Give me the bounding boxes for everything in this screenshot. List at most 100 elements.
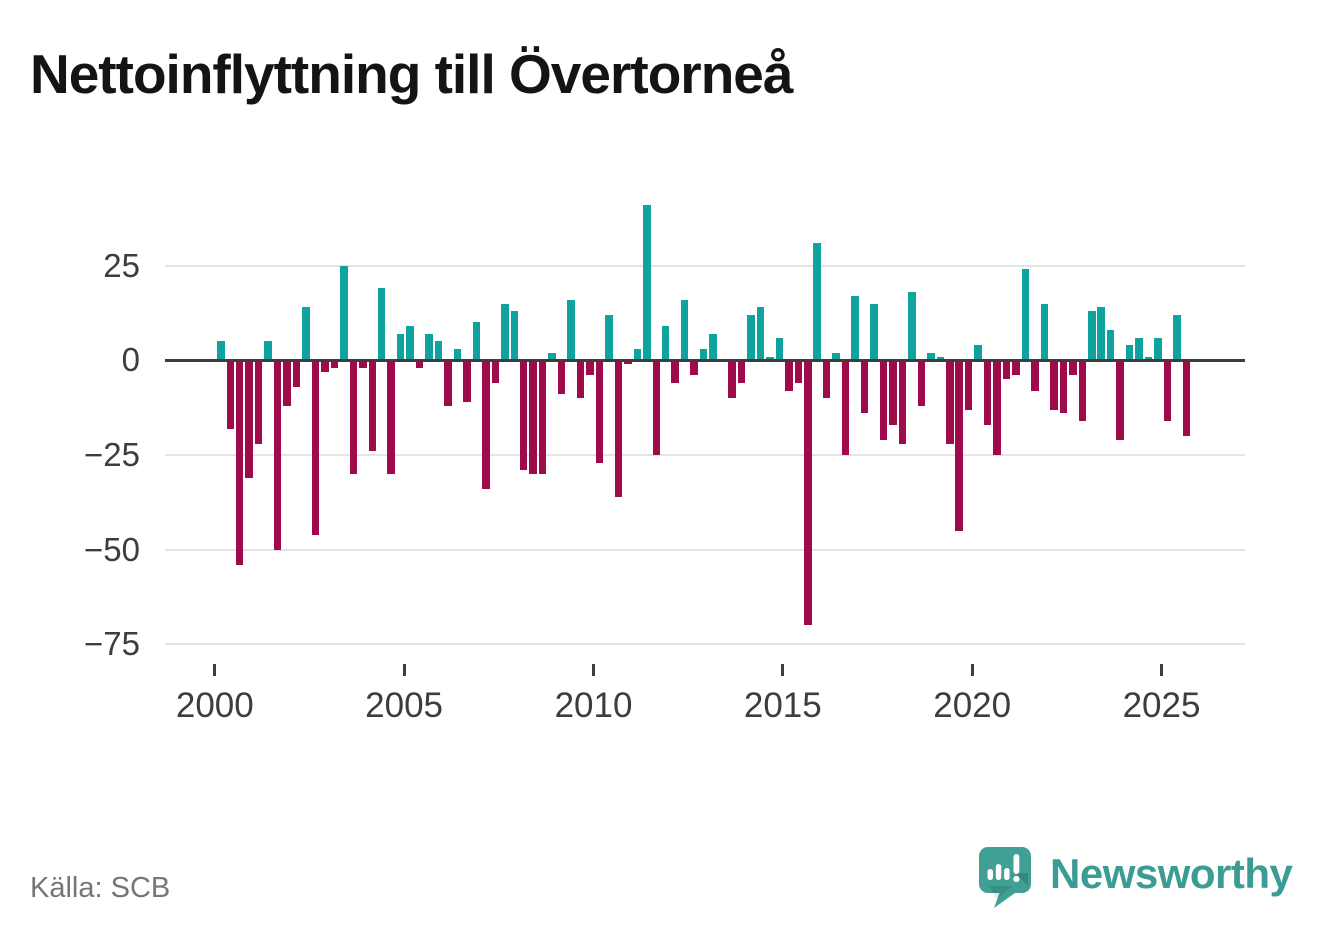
bar-2009-q3 (576, 362, 585, 399)
y-axis-label--75: −75 (84, 625, 140, 663)
bar-2011-q4 (661, 326, 670, 361)
x-tick-2005 (402, 664, 406, 676)
x-axis-label-2005: 2005 (365, 686, 444, 725)
x-axis-label-2025: 2025 (1122, 686, 1201, 725)
gridline-25 (165, 264, 1245, 267)
bar-2001-q4 (283, 362, 291, 406)
bar-2023-q2 (1097, 307, 1105, 361)
bar-2017-q4 (889, 362, 897, 425)
bar-2007-q3 (501, 303, 509, 361)
x-tick-2025 (1160, 664, 1163, 676)
newsworthy-logo (978, 846, 1034, 912)
x-tick-2020 (970, 664, 974, 676)
bar-2023-q1 (1088, 311, 1096, 361)
bar-2023-q4 (1116, 362, 1124, 440)
y-axis-label--25: −25 (84, 436, 140, 473)
bar-2024-q4 (1154, 337, 1162, 361)
bar-2004-q1 (368, 362, 377, 452)
bar-2013-q1 (709, 333, 717, 361)
bar-2006-q2 (453, 348, 462, 361)
x-axis-label-2015: 2015 (743, 686, 822, 725)
bar-2002-q1 (292, 362, 301, 387)
gridline--75 (165, 643, 1245, 646)
y-axis-label-25: 25 (103, 246, 140, 284)
bar-2004-q3 (387, 362, 395, 474)
bar-2010-q4 (624, 362, 632, 365)
bar-2008-q3 (538, 362, 547, 474)
bar-2007-q1 (482, 362, 490, 490)
bar-2019-q3 (955, 362, 963, 531)
bar-2006-q1 (444, 362, 452, 406)
bar-2009-q2 (567, 299, 575, 361)
bar-2002-q3 (311, 362, 320, 535)
bar-2003-q1 (330, 362, 339, 368)
bar-2024-q3 (1144, 356, 1153, 361)
x-axis-label-2010: 2010 (554, 686, 633, 725)
bar-2022-q1 (1050, 362, 1058, 410)
bar-2015-q2 (794, 362, 803, 383)
bar-2022-q4 (1078, 362, 1087, 421)
bar-2005-q3 (425, 333, 433, 361)
bar-2009-q1 (557, 362, 566, 395)
bar-2018-q1 (898, 362, 907, 444)
bar-2010-q2 (605, 314, 613, 361)
bar-2011-q3 (652, 362, 661, 455)
bar-2011-q1 (633, 348, 642, 361)
x-axis-label-2020: 2020 (933, 686, 1012, 725)
source-label: Källa: SCB (30, 872, 171, 904)
bar-2000-q2 (226, 362, 235, 429)
bar-2004-q2 (377, 288, 386, 361)
bar-2001-q3 (273, 362, 282, 550)
bar-2008-q2 (529, 362, 537, 474)
bar-2006-q4 (472, 322, 481, 361)
bar-2007-q4 (510, 311, 519, 361)
bar-2005-q1 (406, 326, 414, 361)
bar-2016-q4 (851, 295, 859, 361)
bar-2012-q3 (690, 362, 698, 376)
bar-2014-q2 (756, 307, 765, 361)
bar-2000-q1 (217, 341, 225, 361)
newsworthy-logo-text: Newsworthy (1050, 850, 1293, 897)
x-tick-2010 (592, 664, 595, 676)
bar-2014-q4 (775, 337, 784, 361)
bar-2006-q3 (463, 362, 471, 402)
bar-2025-q3 (1182, 362, 1191, 436)
x-axis-label-2000: 2000 (175, 686, 254, 725)
x-tick-2015 (781, 664, 785, 676)
x-tick-2000 (213, 664, 217, 676)
bar-2019-q1 (936, 356, 945, 361)
bar-2004-q4 (396, 333, 405, 361)
bar-2015-q4 (813, 242, 821, 361)
y-axis-label-0: 0 (121, 341, 140, 379)
bar-2024-q2 (1135, 337, 1143, 361)
bar-2002-q4 (321, 362, 329, 372)
bar-2014-q3 (766, 356, 774, 361)
bar-2017-q2 (870, 303, 878, 361)
bar-2017-q1 (860, 362, 869, 414)
bar-2025-q2 (1173, 314, 1181, 361)
bar-2005-q2 (415, 362, 424, 368)
bar-2000-q3 (235, 362, 244, 565)
bar-2016-q2 (832, 352, 840, 361)
bar-2012-q4 (699, 348, 708, 361)
bar-2019-q2 (946, 362, 954, 444)
bar-2001-q1 (254, 362, 263, 444)
bar-2019-q4 (964, 362, 973, 410)
bar-2020-q1 (974, 345, 982, 361)
bar-2011-q2 (643, 205, 651, 361)
bar-2013-q4 (737, 362, 746, 383)
bar-2022-q3 (1069, 362, 1077, 376)
chart-title: Nettoinflyttning till Övertorneå (30, 43, 793, 105)
bar-2020-q3 (993, 362, 1001, 455)
newsworthy-logo-icon (979, 847, 1031, 908)
bar-2021-q4 (1040, 303, 1049, 361)
bar-2020-q4 (1002, 362, 1011, 380)
bar-2021-q1 (1012, 362, 1020, 376)
bar-2009-q4 (586, 362, 594, 376)
bar-2008-q4 (548, 352, 556, 361)
bar-2010-q3 (614, 362, 623, 497)
bar-2003-q4 (359, 362, 367, 368)
bar-2025-q1 (1163, 362, 1172, 421)
bar-2022-q2 (1059, 362, 1068, 414)
